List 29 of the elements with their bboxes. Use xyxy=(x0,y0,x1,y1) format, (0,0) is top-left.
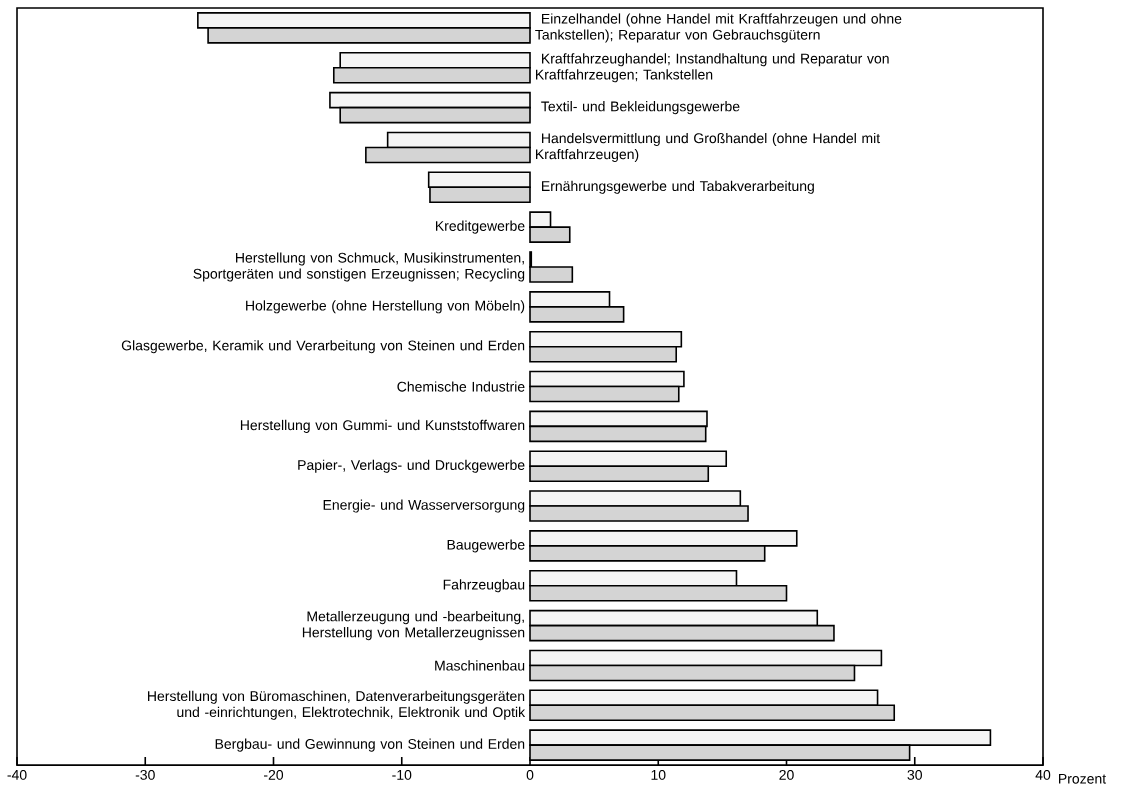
y-tick-label: Kraftfahrzeughandel; Instandhaltung und Reparatur von Kraftfahrzeugen; Tankstellen xyxy=(536,53,889,83)
y-tick-label: Einzelhandel (ohne Handel mit Kraftfahrzeugen und ohne Tankstellen); Reparatur von Gebrauchsgütern xyxy=(535,13,902,43)
x-tick-label: 40 xyxy=(1035,769,1051,780)
x-tick-label: -20 xyxy=(264,769,284,780)
x-tick-label: -10 xyxy=(392,769,412,780)
y-tick-label: Chemische Industrie xyxy=(397,381,525,392)
y-tick-label: Herstellung von Schmuck, Musikinstrumenten, Sportgeräten und sonstigen Erzeugnissen; Recycling xyxy=(193,252,525,282)
y-tick-label: Bergbau- und Gewinnung von Steinen und Erden xyxy=(215,738,525,752)
y-tick-label: Glasgewerbe, Keramik und Verarbeitung von Steinen und Erden xyxy=(121,340,525,354)
y-tick-label: Papier-, Verlags- und Druckgewerbe xyxy=(298,459,525,473)
x-tick-label: -40 xyxy=(7,769,27,780)
y-tick-label: Maschinenbau xyxy=(435,660,525,671)
y-tick-label: Ernährungsgewerbe und Tabakverarbeitung xyxy=(542,180,814,194)
y-tick-label: Holzgewerbe (ohne Herstellung von Möbeln) xyxy=(246,300,525,314)
x-tick-label: 30 xyxy=(907,769,922,780)
x-tick-label: 0 xyxy=(526,769,534,780)
y-tick-label: Kreditgewerbe xyxy=(435,220,525,234)
y-tick-label: Herstellung von Gummi- und Kunststoffwaren xyxy=(240,419,525,433)
y-tick-label: Metallerzeugung und -bearbeitung, Herstellung von Metallerzeugnissen xyxy=(302,611,525,641)
y-tick-label: Herstellung von Büromaschinen, Datenverarbeitungsgeräten und -einrichtungen, Elektrotechnik, Elektronik und Optik xyxy=(148,690,526,720)
x-axis-title: Prozent xyxy=(1059,773,1107,784)
x-tick-label: 20 xyxy=(779,769,794,780)
y-tick-label: Handelsvermittlung und Großhandel (ohne Handel mit Kraftfahrzeugen) xyxy=(536,132,881,162)
y-tick-label: Energie- und Wasserversorgung xyxy=(323,499,525,513)
y-tick-label: Fahrzeugbau xyxy=(443,579,525,593)
y-tick-label: Textil- und Bekleidungsgewerbe xyxy=(541,101,740,115)
x-tick-label: -30 xyxy=(135,769,155,780)
x-tick-label: 10 xyxy=(651,769,666,780)
y-tick-label: Baugewerbe xyxy=(447,539,525,553)
